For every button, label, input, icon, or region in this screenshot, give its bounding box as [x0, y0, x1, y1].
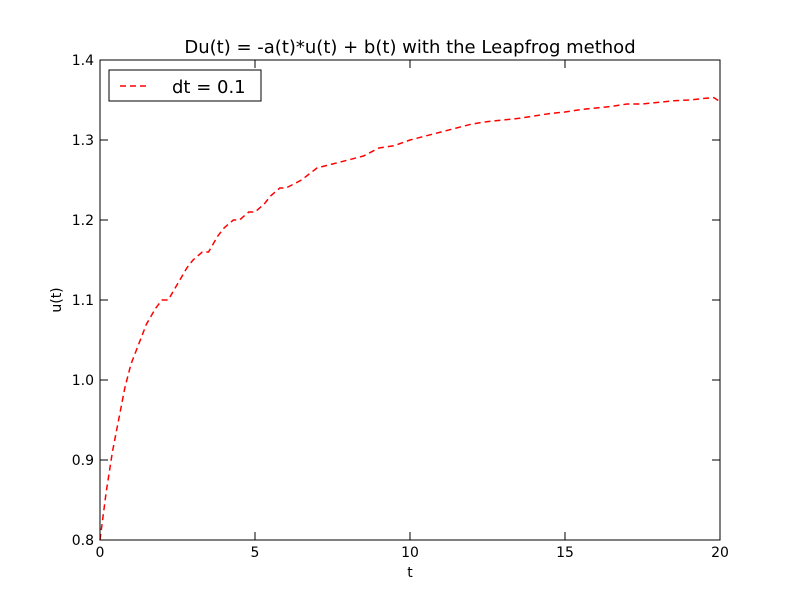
x-tick-label: 15 — [556, 545, 574, 561]
x-tick-label: 20 — [711, 545, 729, 561]
y-tick-label: 1.1 — [72, 293, 94, 309]
y-tick-label: 0.9 — [72, 453, 94, 469]
plot-area — [100, 60, 720, 540]
x-axis-label: t — [407, 565, 413, 581]
series-line — [99, 96, 721, 541]
y-axis-label: u(t) — [49, 287, 65, 312]
y-tick-label: 1.3 — [72, 133, 94, 149]
ticks-layer: 0 5 10 15 20 0.8 0.9 1.0 1.1 1.2 1.3 1.4 — [72, 53, 729, 561]
y-tick-label: 1.2 — [72, 213, 94, 229]
legend-box — [108, 69, 262, 102]
chart-title: Du(t) = -a(t)*u(t) + b(t) with the Leapf… — [184, 37, 635, 58]
legend-entry-label: dt = 0.1 — [172, 77, 246, 98]
x-tick-label: 0 — [96, 545, 105, 561]
series-layer — [99, 96, 721, 541]
y-tick-label: 0.8 — [72, 533, 94, 549]
legend: dt = 0.1 — [108, 69, 262, 102]
y-tick-label: 1.0 — [72, 373, 94, 389]
x-tick-label: 5 — [251, 545, 260, 561]
plot-frame — [99, 59, 721, 541]
y-tick-label: 1.4 — [72, 53, 94, 69]
x-tick-label: 10 — [401, 545, 419, 561]
